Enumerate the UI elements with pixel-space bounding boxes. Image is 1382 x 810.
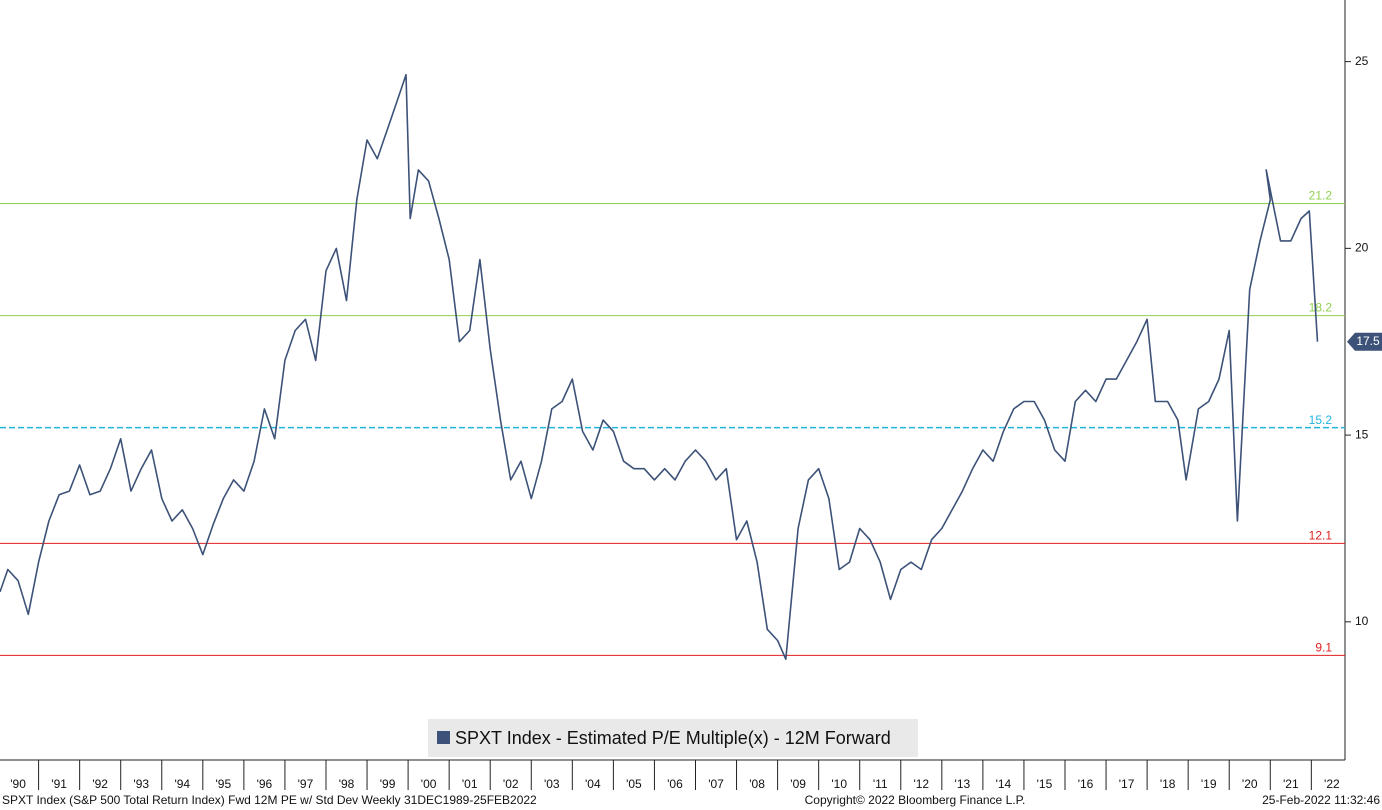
footer-right: 25-Feb-2022 11:32:46: [1262, 793, 1380, 807]
x-tick-label: '93: [133, 777, 149, 791]
x-tick-label: '07: [708, 777, 724, 791]
y-tick-label: 25: [1355, 54, 1369, 68]
x-tick-label: '03: [544, 777, 560, 791]
reference-label: 21.2: [1309, 189, 1333, 203]
x-tick-label: '94: [174, 777, 190, 791]
x-tick-label: '04: [585, 777, 601, 791]
x-tick-label: '96: [257, 777, 273, 791]
x-tick-label: '02: [503, 777, 519, 791]
x-tick-label: '00: [421, 777, 437, 791]
x-tick-label: '09: [790, 777, 806, 791]
x-tick-label: '21: [1283, 777, 1299, 791]
last-value-tag: [1347, 332, 1382, 351]
x-tick-label: '97: [298, 777, 314, 791]
legend-label: SPXT Index - Estimated P/E Multiple(x) -…: [455, 728, 891, 748]
footer-center: Copyright© 2022 Bloomberg Finance L.P.: [805, 793, 1026, 807]
x-tick-label: '10: [831, 777, 847, 791]
x-tick-label: '12: [913, 777, 929, 791]
x-tick-label: '13: [955, 777, 971, 791]
legend: SPXT Index - Estimated P/E Multiple(x) -…: [428, 719, 918, 757]
reference-label: 18.2: [1309, 301, 1333, 315]
x-tick-label: '14: [996, 777, 1012, 791]
x-tick-label: '90: [10, 777, 26, 791]
x-tick-label: '91: [51, 777, 67, 791]
x-tick-label: '22: [1324, 777, 1340, 791]
footer-left: SPXT Index (S&P 500 Total Return Index) …: [2, 793, 537, 807]
x-tick-label: '15: [1037, 777, 1053, 791]
x-tick-label: '08: [749, 777, 765, 791]
x-tick-label: '01: [462, 777, 478, 791]
x-tick-label: '17: [1119, 777, 1135, 791]
y-tick-label: 20: [1355, 241, 1369, 255]
x-tick-label: '18: [1160, 777, 1176, 791]
x-tick-label: '92: [92, 777, 108, 791]
x-tick-label: '11: [873, 777, 888, 791]
last-value-label: 17.5: [1356, 334, 1380, 348]
series-line: [0, 73, 1319, 660]
reference-label: 15.2: [1309, 413, 1333, 427]
x-tick-label: '95: [216, 777, 232, 791]
legend-box: [428, 719, 918, 757]
x-tick-label: '20: [1242, 777, 1258, 791]
y-tick-label: 15: [1355, 427, 1369, 441]
x-tick-label: '05: [626, 777, 642, 791]
reference-label: 9.1: [1315, 641, 1332, 655]
reference-label: 12.1: [1309, 529, 1333, 543]
x-tick-label: '99: [380, 777, 396, 791]
x-tick-label: '19: [1201, 777, 1217, 791]
x-tick-label: '16: [1078, 777, 1094, 791]
legend-swatch: [437, 731, 450, 744]
y-tick-label: 10: [1355, 614, 1369, 628]
x-tick-label: '06: [667, 777, 683, 791]
x-tick-label: '98: [339, 777, 355, 791]
